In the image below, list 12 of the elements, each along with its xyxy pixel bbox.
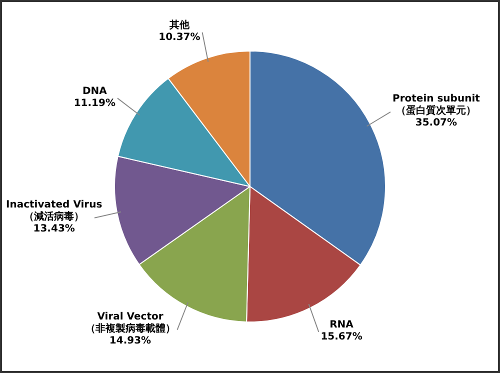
data-label: 13.43% [33, 223, 75, 234]
data-label: 11.19% [74, 98, 116, 109]
slice-label: Viral Vector （非複製病毒載體） [85, 311, 176, 334]
slice-label: DNA [82, 86, 108, 97]
slice-label: RNA [330, 320, 354, 331]
data-label: 10.37% [158, 32, 200, 43]
data-label: 15.67% [320, 332, 362, 343]
data-label: 14.93% [109, 335, 152, 346]
slice-label: 其他 [168, 18, 190, 31]
data-label: 35.07% [415, 118, 458, 129]
slice-label: Protein subunit （蛋白質次單元） [392, 94, 480, 117]
slice-label: Inactivated Virus （減活病毒） [6, 199, 102, 222]
